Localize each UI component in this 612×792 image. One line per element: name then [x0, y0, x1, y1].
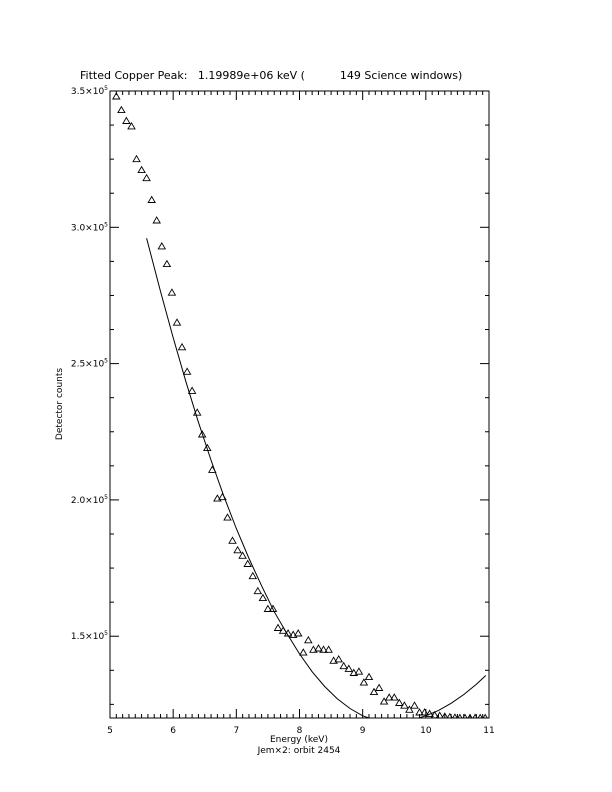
data-point [354, 667, 364, 675]
data-point [430, 710, 439, 718]
data-point [374, 683, 384, 691]
data-point [258, 593, 268, 602]
x-tick-label: 11 [483, 726, 494, 736]
data-points [112, 92, 488, 718]
x-tick-label: 8 [297, 726, 303, 736]
x-tick-label: 10 [420, 726, 432, 736]
x-tick-label: 6 [170, 726, 176, 736]
data-point [462, 713, 468, 718]
data-point [441, 712, 449, 718]
data-point [187, 386, 197, 394]
data-point [339, 661, 348, 670]
data-point [167, 288, 177, 296]
data-point [223, 513, 232, 521]
y-tick-label: 1.5×105 [71, 630, 108, 642]
data-point [415, 708, 424, 716]
data-point [152, 216, 161, 224]
data-point [384, 693, 394, 701]
data-point [364, 672, 374, 681]
data-point [233, 545, 242, 554]
data-point [273, 623, 283, 631]
data-point [472, 713, 478, 718]
data-point [446, 712, 453, 718]
data-point [197, 430, 207, 438]
data-point [395, 698, 404, 706]
chart-title: Fitted Copper Peak: 1.19989e+06 keV ( 14… [80, 69, 462, 82]
data-point [172, 318, 182, 326]
data-point [369, 687, 379, 696]
y-axis-label: Detector counts [55, 368, 65, 440]
data-point [329, 656, 338, 664]
data-point [379, 697, 389, 705]
data-point [309, 645, 318, 653]
data-point [122, 116, 131, 124]
data-point [344, 664, 354, 672]
data-point [112, 92, 121, 100]
data-point [349, 668, 359, 676]
data-point [238, 551, 247, 559]
data-point [467, 713, 473, 718]
data-point [132, 154, 141, 163]
data-point [405, 705, 414, 713]
data-point [182, 367, 192, 375]
fit-curve [146, 238, 487, 718]
data-point [147, 195, 156, 203]
data-point [334, 655, 343, 663]
data-point [482, 713, 488, 718]
y-tick-label: 3.0×105 [71, 221, 108, 233]
data-point [410, 701, 419, 709]
data-point [268, 604, 278, 612]
data-point [127, 122, 136, 130]
data-point [304, 635, 313, 644]
data-point [248, 571, 258, 580]
data-point [324, 645, 333, 653]
data-point [137, 165, 146, 174]
x-tick-label: 7 [233, 726, 239, 736]
x-axis-label: Energy (keV) [270, 735, 328, 745]
data-point [400, 701, 409, 709]
data-point [457, 713, 463, 718]
data-point [253, 586, 263, 595]
x-tick-label: 5 [107, 726, 113, 736]
data-point [314, 644, 323, 652]
y-tick-label: 2.0×105 [71, 494, 108, 506]
data-point [263, 604, 273, 612]
chart-subtitle: Jem×2: orbit 2454 [257, 746, 341, 756]
data-point [293, 629, 303, 637]
data-point [359, 678, 369, 686]
data-point [319, 645, 328, 653]
data-point [288, 630, 298, 638]
data-point [162, 259, 172, 268]
y-tick-label: 3.5×105 [71, 85, 108, 97]
data-point [435, 711, 444, 718]
data-point [283, 629, 293, 637]
data-point [117, 105, 126, 114]
data-point [452, 713, 458, 718]
data-point [142, 173, 151, 182]
data-point [228, 536, 237, 544]
data-point [218, 492, 227, 501]
data-point [213, 494, 222, 502]
data-point [208, 465, 217, 473]
y-tick-label: 2.5×105 [71, 358, 108, 370]
data-point [425, 709, 434, 717]
data-point [420, 708, 429, 716]
data-point [192, 408, 202, 416]
x-tick-labels: 5 6 7 8 9 10 11 [107, 726, 495, 736]
x-tick-label: 9 [360, 726, 366, 736]
fit-series [146, 238, 487, 718]
data-point [390, 693, 399, 701]
data-point [243, 559, 252, 567]
data-point [477, 713, 483, 718]
plot-frame [109, 90, 490, 719]
y-tick-labels: 1.5×105 2.0×105 2.5×105 3.0×105 3.5×105 [71, 85, 108, 642]
data-point [299, 648, 308, 656]
data-point [203, 443, 212, 452]
data-point [157, 242, 167, 250]
data-point [177, 342, 187, 351]
data-point [278, 626, 288, 634]
axis-ticks [109, 90, 490, 718]
